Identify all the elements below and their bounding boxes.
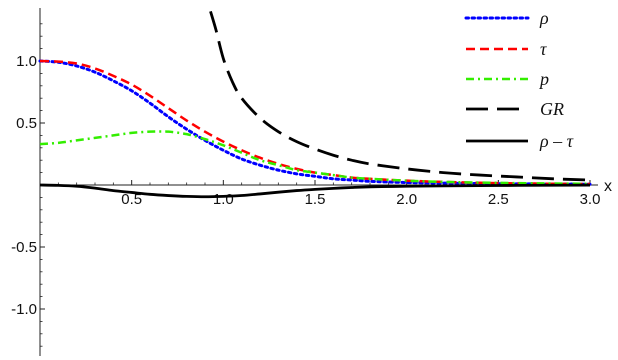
y-tick-label: -0.5 — [11, 239, 37, 256]
series-line-4 — [39, 183, 591, 199]
y-tick-label: -1.0 — [11, 301, 37, 318]
x-tick-label: 0.5 — [121, 191, 142, 208]
legend: ρτp GR ρ – τ — [464, 8, 574, 151]
x-axis-title: x — [604, 178, 612, 195]
series-line-2 — [39, 130, 591, 186]
legend-label-3: GR — [540, 99, 564, 119]
legend-label-4: ρ – τ — [539, 131, 574, 151]
series-line-1 — [39, 59, 591, 186]
x-tick-label: 1.0 — [213, 191, 234, 208]
series-line-3 — [209, 11, 591, 182]
series-layer — [38, 11, 592, 199]
x-tick-label: 2.0 — [396, 191, 417, 208]
legend-label-0: ρ — [539, 8, 549, 28]
x-tick-label: 1.5 — [305, 191, 326, 208]
legend-label-1: τ — [540, 39, 547, 59]
y-tick-label: 1.0 — [16, 53, 37, 70]
legend-label-2: p — [538, 69, 549, 89]
y-tick-label: 0.5 — [16, 115, 37, 132]
series-line-0 — [38, 59, 592, 186]
x-tick-label: 3.0 — [580, 191, 601, 208]
x-tick-label: 2.5 — [488, 191, 509, 208]
axes: 0.5 1.0 1.5 2.0 2.5 3.0 1.0 0.5 -0.5 -1.0 x — [11, 8, 612, 356]
